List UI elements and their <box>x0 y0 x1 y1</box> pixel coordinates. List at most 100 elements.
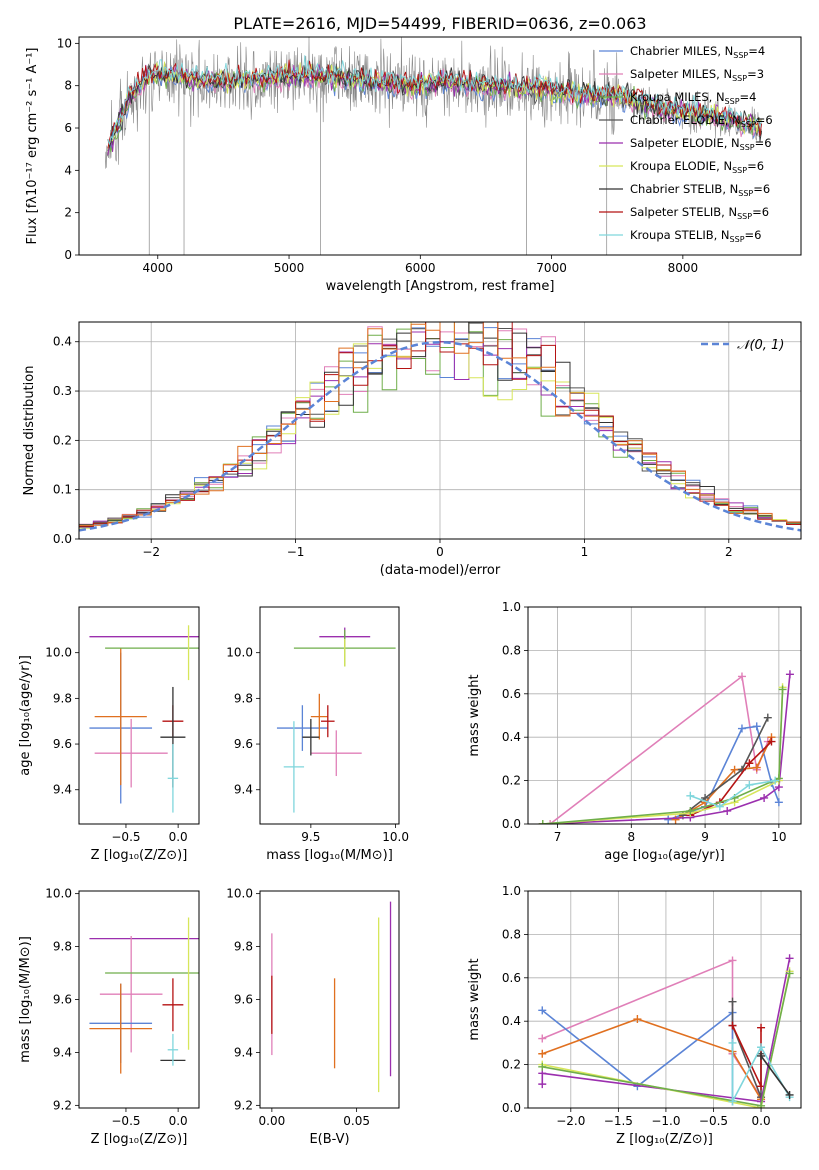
y-tick-label: 10.0 <box>226 887 253 901</box>
weight-point-marker <box>664 815 673 824</box>
legend-text-part: Salpeter STELIB, N <box>630 205 737 219</box>
legend-label: Chabrier STELIB, NSSP=6 <box>630 182 770 198</box>
y-tick-label: 0.6 <box>502 971 521 985</box>
plot-frame-mass-vs-EBV <box>259 890 400 1109</box>
weight-point-marker <box>785 954 794 963</box>
y-tick-label: 1.0 <box>502 884 521 898</box>
weight-series-line <box>760 1055 791 1096</box>
y-tick-label: 0.4 <box>502 730 521 744</box>
y-tick-label: 0.1 <box>53 483 72 497</box>
legend-text-part: =6 <box>753 182 770 196</box>
x-tick-label: 2 <box>725 545 733 559</box>
x-tick-label: 1 <box>581 545 589 559</box>
weight-series-line <box>541 959 762 1098</box>
y-axis-label: Flux [fλ10⁻¹⁷ erg cm⁻² s⁻¹ A⁻¹] <box>25 48 40 245</box>
weight-point-marker <box>767 737 776 746</box>
y-tick-label: 6 <box>64 121 72 135</box>
x-tick-label: −2.0 <box>556 1114 585 1128</box>
legend-text-part: Salpeter ELODIE, N <box>630 136 740 150</box>
weight-series-line <box>542 674 791 824</box>
x-tick-label: 7 <box>554 830 562 844</box>
weight-point-marker <box>737 672 746 681</box>
weight-point-marker <box>745 780 754 789</box>
legend-text-part: SSP <box>732 166 747 175</box>
y-tick-label: 1.0 <box>502 600 521 614</box>
y-tick-label: 9.8 <box>234 691 253 705</box>
x-axis-label: Z [log₁₀(Z/Z⊙)] <box>91 848 188 863</box>
y-tick-label: 0.0 <box>53 532 72 546</box>
legend-text-part: SSP <box>737 212 752 221</box>
y-tick-label: 0.6 <box>502 687 521 701</box>
x-tick-label: 10.0 <box>382 830 409 844</box>
x-axis-label: Z [log₁₀(Z/Z⊙)] <box>91 1132 188 1147</box>
x-tick-label: 8 <box>627 830 635 844</box>
legend-label: 𝒩(0, 1) <box>737 338 784 353</box>
plot-frame-age-vs-Z <box>78 606 200 825</box>
legend-label: Salpeter STELIB, NSSP=6 <box>630 205 769 221</box>
x-axis-label: mass [log₁₀(M/M⊙)] <box>266 848 393 863</box>
weight-point-marker <box>760 793 769 802</box>
y-axis-label: mass weight <box>467 674 482 756</box>
y-axis-label: mass [log₁₀(M/M⊙)] <box>18 936 33 1063</box>
y-tick-label: 9.8 <box>234 940 253 954</box>
y-tick-label: 0.0 <box>502 817 521 831</box>
spectrum-lines <box>105 37 763 255</box>
legend-text-part: SSP <box>732 74 747 83</box>
weight-point-marker <box>752 722 761 731</box>
weight-point-marker <box>538 820 547 824</box>
weight-series-line <box>690 779 776 808</box>
y-tick-label: 9.8 <box>53 691 72 705</box>
y-tick-label: 0.2 <box>502 774 521 788</box>
legend-label: Chabrier MILES, NSSP=4 <box>630 44 765 60</box>
y-tick-label: 9.4 <box>53 783 72 797</box>
weight-point-marker <box>728 1097 737 1106</box>
weight-point-marker <box>546 820 555 824</box>
histogram-step-series <box>79 322 801 539</box>
y-tick-label: 8 <box>64 79 72 93</box>
y-axis-label: age [log₁₀(age/yr)] <box>18 655 33 776</box>
legend-text-part: Chabrier MILES, N <box>630 44 733 58</box>
legend-text-part: =6 <box>745 228 762 242</box>
weight-point-marker <box>728 956 737 965</box>
weight-point-marker <box>785 969 794 978</box>
weight-point-marker <box>538 1049 547 1058</box>
errorbar-group <box>89 917 199 1074</box>
weight-point-marker <box>538 1006 547 1015</box>
weight-series-line <box>541 958 791 1103</box>
y-tick-label: 9.4 <box>53 1045 72 1059</box>
y-tick-label: 9.6 <box>234 993 253 1007</box>
legend-text-part: =6 <box>755 136 772 150</box>
x-tick-label: −1 <box>287 545 305 559</box>
weight-point-marker <box>757 1043 766 1052</box>
legend-text-part: Kroupa MILES, N <box>630 90 725 104</box>
legend-text-part: SSP <box>741 120 756 129</box>
y-tick-label: 2 <box>64 206 72 220</box>
errorbar-group <box>89 625 199 813</box>
y-tick-label: 9.6 <box>53 993 72 1007</box>
x-axis-label: E(B-V) <box>309 1132 349 1147</box>
legend-text-part: =6 <box>747 159 764 173</box>
weight-point-marker <box>538 1062 547 1071</box>
histogram-group <box>79 322 801 539</box>
weight-point-marker <box>737 724 746 733</box>
y-tick-label: 9.4 <box>234 1045 253 1059</box>
plot-frame-age-vs-mass <box>259 606 400 825</box>
weight-point-marker <box>757 1051 766 1060</box>
x-tick-label: −0.5 <box>111 1114 140 1128</box>
weight-lines-group <box>538 670 794 824</box>
x-tick-label: 0.0 <box>169 830 188 844</box>
weight-point-marker <box>774 798 783 807</box>
x-axis-label: wavelength [Angstrom, rest frame] <box>326 279 555 294</box>
x-tick-label: 0.0 <box>752 1114 771 1128</box>
normal-distribution-curve <box>79 340 801 532</box>
legend-text-part: SSP <box>730 235 745 244</box>
weight-point-marker <box>757 1023 766 1032</box>
weight-series-line <box>682 717 769 816</box>
x-axis-label: age [log₁₀(age/yr)] <box>604 848 725 863</box>
legend-text-part: Salpeter MILES, N <box>630 67 732 81</box>
y-tick-label: 9.6 <box>234 737 253 751</box>
legend-label: Salpeter ELODIE, NSSP=6 <box>630 136 772 152</box>
y-tick-label: 9.2 <box>53 1098 72 1112</box>
plot-frame-mass-weight-vs-Z <box>527 890 802 1109</box>
